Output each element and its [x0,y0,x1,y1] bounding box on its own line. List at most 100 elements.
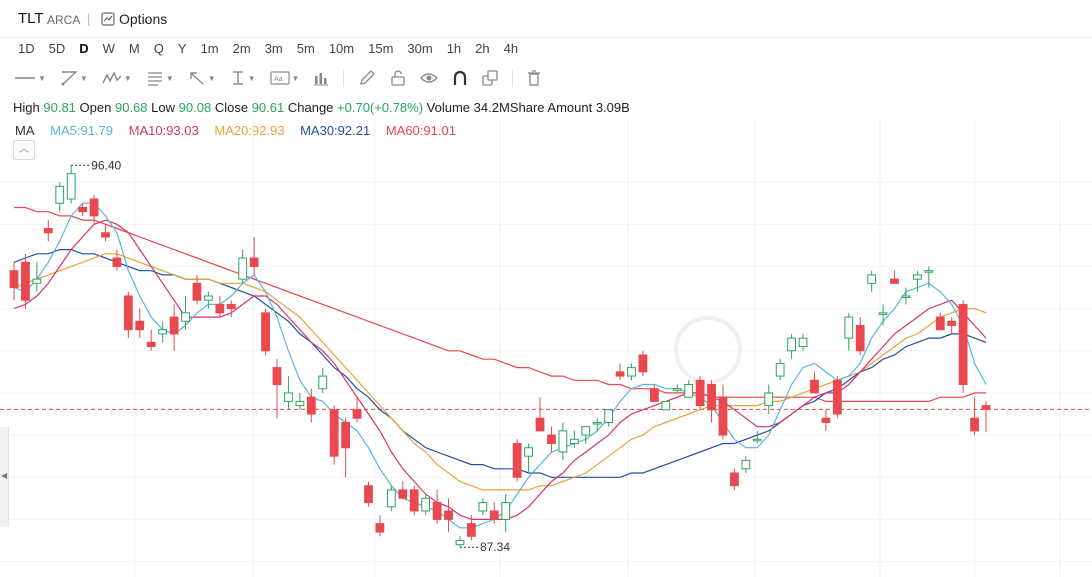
candle-down [169,316,179,335]
candle-up [55,185,65,204]
candle-down [226,303,236,310]
candle-down [432,502,442,520]
pen-tool-icon[interactable]: ▼ [60,66,88,90]
candle-up [672,388,682,391]
period-4h[interactable]: 4h [503,41,519,56]
candle-up [913,274,922,280]
candle-down [947,320,957,326]
candle-up [204,295,213,301]
candle-down [21,261,30,301]
period-m[interactable]: M [128,41,140,56]
candle-down [101,232,110,238]
candle-up [592,421,602,425]
indicator-icon[interactable] [313,66,329,90]
arrow-tool-icon[interactable]: ▼ [188,66,216,90]
share-amount-value: 3.09B [595,100,630,115]
period-1d[interactable]: 1D [18,41,35,56]
options-button[interactable]: Options [101,9,167,29]
eye-icon[interactable] [420,66,439,90]
magnet-icon[interactable] [452,66,468,90]
ma60-line [14,206,986,402]
candle-up [798,337,808,348]
period-5d[interactable]: 5D [48,41,66,56]
measure-tool-icon[interactable]: ▼ [232,71,256,85]
candle-down [638,354,648,373]
candle-down [112,257,122,267]
period-w[interactable]: W [102,41,115,56]
period-5m[interactable]: 5m [296,41,315,56]
collapse-legend-button[interactable]: ︿ [13,140,35,160]
candle-up [295,400,305,407]
open-label: Open [79,100,112,115]
candle-down [832,379,842,415]
candle-up [524,447,533,457]
title-separator: | [87,11,91,26]
candle-up [501,502,511,520]
brush-icon[interactable] [358,66,376,90]
period-1h[interactable]: 1h [446,41,462,56]
line-tool-icon[interactable]: ▼ [15,73,46,83]
lock-icon[interactable] [390,66,406,90]
max-price-label: 96.40 [91,158,121,172]
candle-down [123,295,133,331]
candle-down [398,489,408,499]
candle-down [615,371,625,377]
period-d[interactable]: D [79,41,89,56]
period-15m[interactable]: 15m [368,41,394,56]
candle-up [158,329,168,335]
candle-down [512,443,522,478]
change-label: Change [287,100,334,115]
period-2m[interactable]: 2m [232,41,251,56]
candle-down [981,405,991,410]
candle-down [409,489,419,512]
candle-down [306,396,316,415]
period-30m[interactable]: 30m [407,41,433,56]
ma-legend: MA MA5:91.79 MA10:93.03 MA20:92.93 MA30:… [15,123,468,138]
candle-up [478,502,488,512]
candle-down [249,257,259,267]
copy-icon[interactable] [482,66,499,90]
candle-down [649,388,659,402]
candle-down [935,316,945,331]
candle-up [741,459,751,470]
candle-up [764,392,774,407]
period-1m[interactable]: 1m [200,41,219,56]
text-tool-icon[interactable]: Aa ▼ [269,66,299,90]
side-panel-handle[interactable]: ◀ [0,427,9,527]
fib-tool-icon[interactable]: ▼ [147,72,174,86]
candle-down [215,303,225,314]
period-q[interactable]: Q [153,41,164,56]
candle-down [9,270,19,289]
symbol-label[interactable]: TLT [18,10,44,27]
trash-icon[interactable] [527,66,541,90]
change-value: +0.70(+0.78%) [337,100,424,115]
period-y[interactable]: Y [177,41,187,56]
open-value: 90.68 [114,100,148,115]
ma10-line [13,219,987,520]
candle-up [66,173,76,200]
pattern-tool-icon[interactable]: ▼ [102,66,132,90]
candle-up [181,312,190,322]
ma20-value: MA20:92.93 [214,123,285,138]
candle-down [855,324,865,352]
period-2h[interactable]: 2h [475,41,490,56]
close-value: 90.61 [251,100,285,115]
candle-up [558,430,568,453]
ma-label[interactable]: MA [15,123,35,138]
candle-up [878,312,888,315]
period-10m[interactable]: 10m [328,41,355,56]
candle-up [238,257,248,280]
price-chart[interactable]: 96.40 87.34 [0,120,1092,577]
low-value: 90.08 [178,100,212,115]
toolbar-divider [343,69,345,87]
ma10-value: MA10:93.03 [128,123,199,138]
period-3m[interactable]: 3m [264,41,283,56]
candle-down [375,523,385,533]
low-label: Low [151,100,176,115]
candle-up [775,362,785,377]
candle-down [821,417,831,423]
candle-down [135,320,145,331]
toolbar-divider [512,69,514,87]
candle-down [146,341,156,348]
candle-down [970,417,979,432]
